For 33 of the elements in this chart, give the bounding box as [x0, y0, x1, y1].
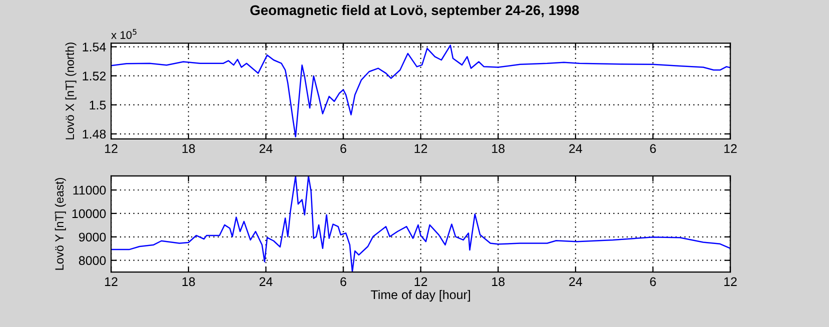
x-tick-label: 24: [260, 277, 272, 286]
x-tick-label: 24: [569, 277, 582, 286]
x-tick-label: 6: [340, 144, 346, 154]
x-tick-label: 24: [260, 144, 272, 153]
y-tick-label: 1.52: [82, 72, 106, 80]
line-series: [111, 44, 730, 138]
x-tick-label: 18: [492, 277, 505, 286]
x-tick-label: 6: [650, 277, 656, 286]
x-tick-label: 6: [650, 144, 656, 154]
y-tick-label: 11000: [73, 186, 106, 195]
y-tick-label: 1.5: [90, 100, 106, 110]
chart-title: Geomagnetic field at Lovö, september 24-26, 1998: [250, 4, 579, 18]
y-tick-label: 1.54: [82, 42, 106, 52]
x-tick-label: 18: [182, 144, 195, 154]
x-tick-label: 12: [105, 144, 118, 153]
y-axis-title: Lovö Y [nT] (east): [54, 178, 66, 270]
text: x 10$^{5}$: [111, 28, 136, 39]
x-tick-label: 12: [414, 277, 428, 286]
x-tick-label: 12: [105, 277, 118, 286]
x-tick-label: 24: [569, 144, 582, 153]
x-tick-label: 12: [414, 144, 428, 153]
y-tick-label: 8000: [78, 256, 106, 265]
x-axis-title: Time of day [hour]: [370, 290, 470, 302]
x-tick-label: 6: [340, 277, 346, 286]
y-tick-label: 1.48: [82, 130, 106, 139]
x-tick-label: 18: [492, 144, 505, 154]
line-series: [111, 176, 730, 272]
y-tick-label: 9000: [79, 232, 106, 242]
y-tick-label: 10000: [72, 209, 106, 218]
x-tick-label: 12: [724, 144, 737, 153]
y-axis-title: Lovö X [nT] (north): [65, 42, 76, 140]
x-tick-label: 18: [182, 277, 195, 286]
x-tick-label: 12: [724, 277, 737, 286]
